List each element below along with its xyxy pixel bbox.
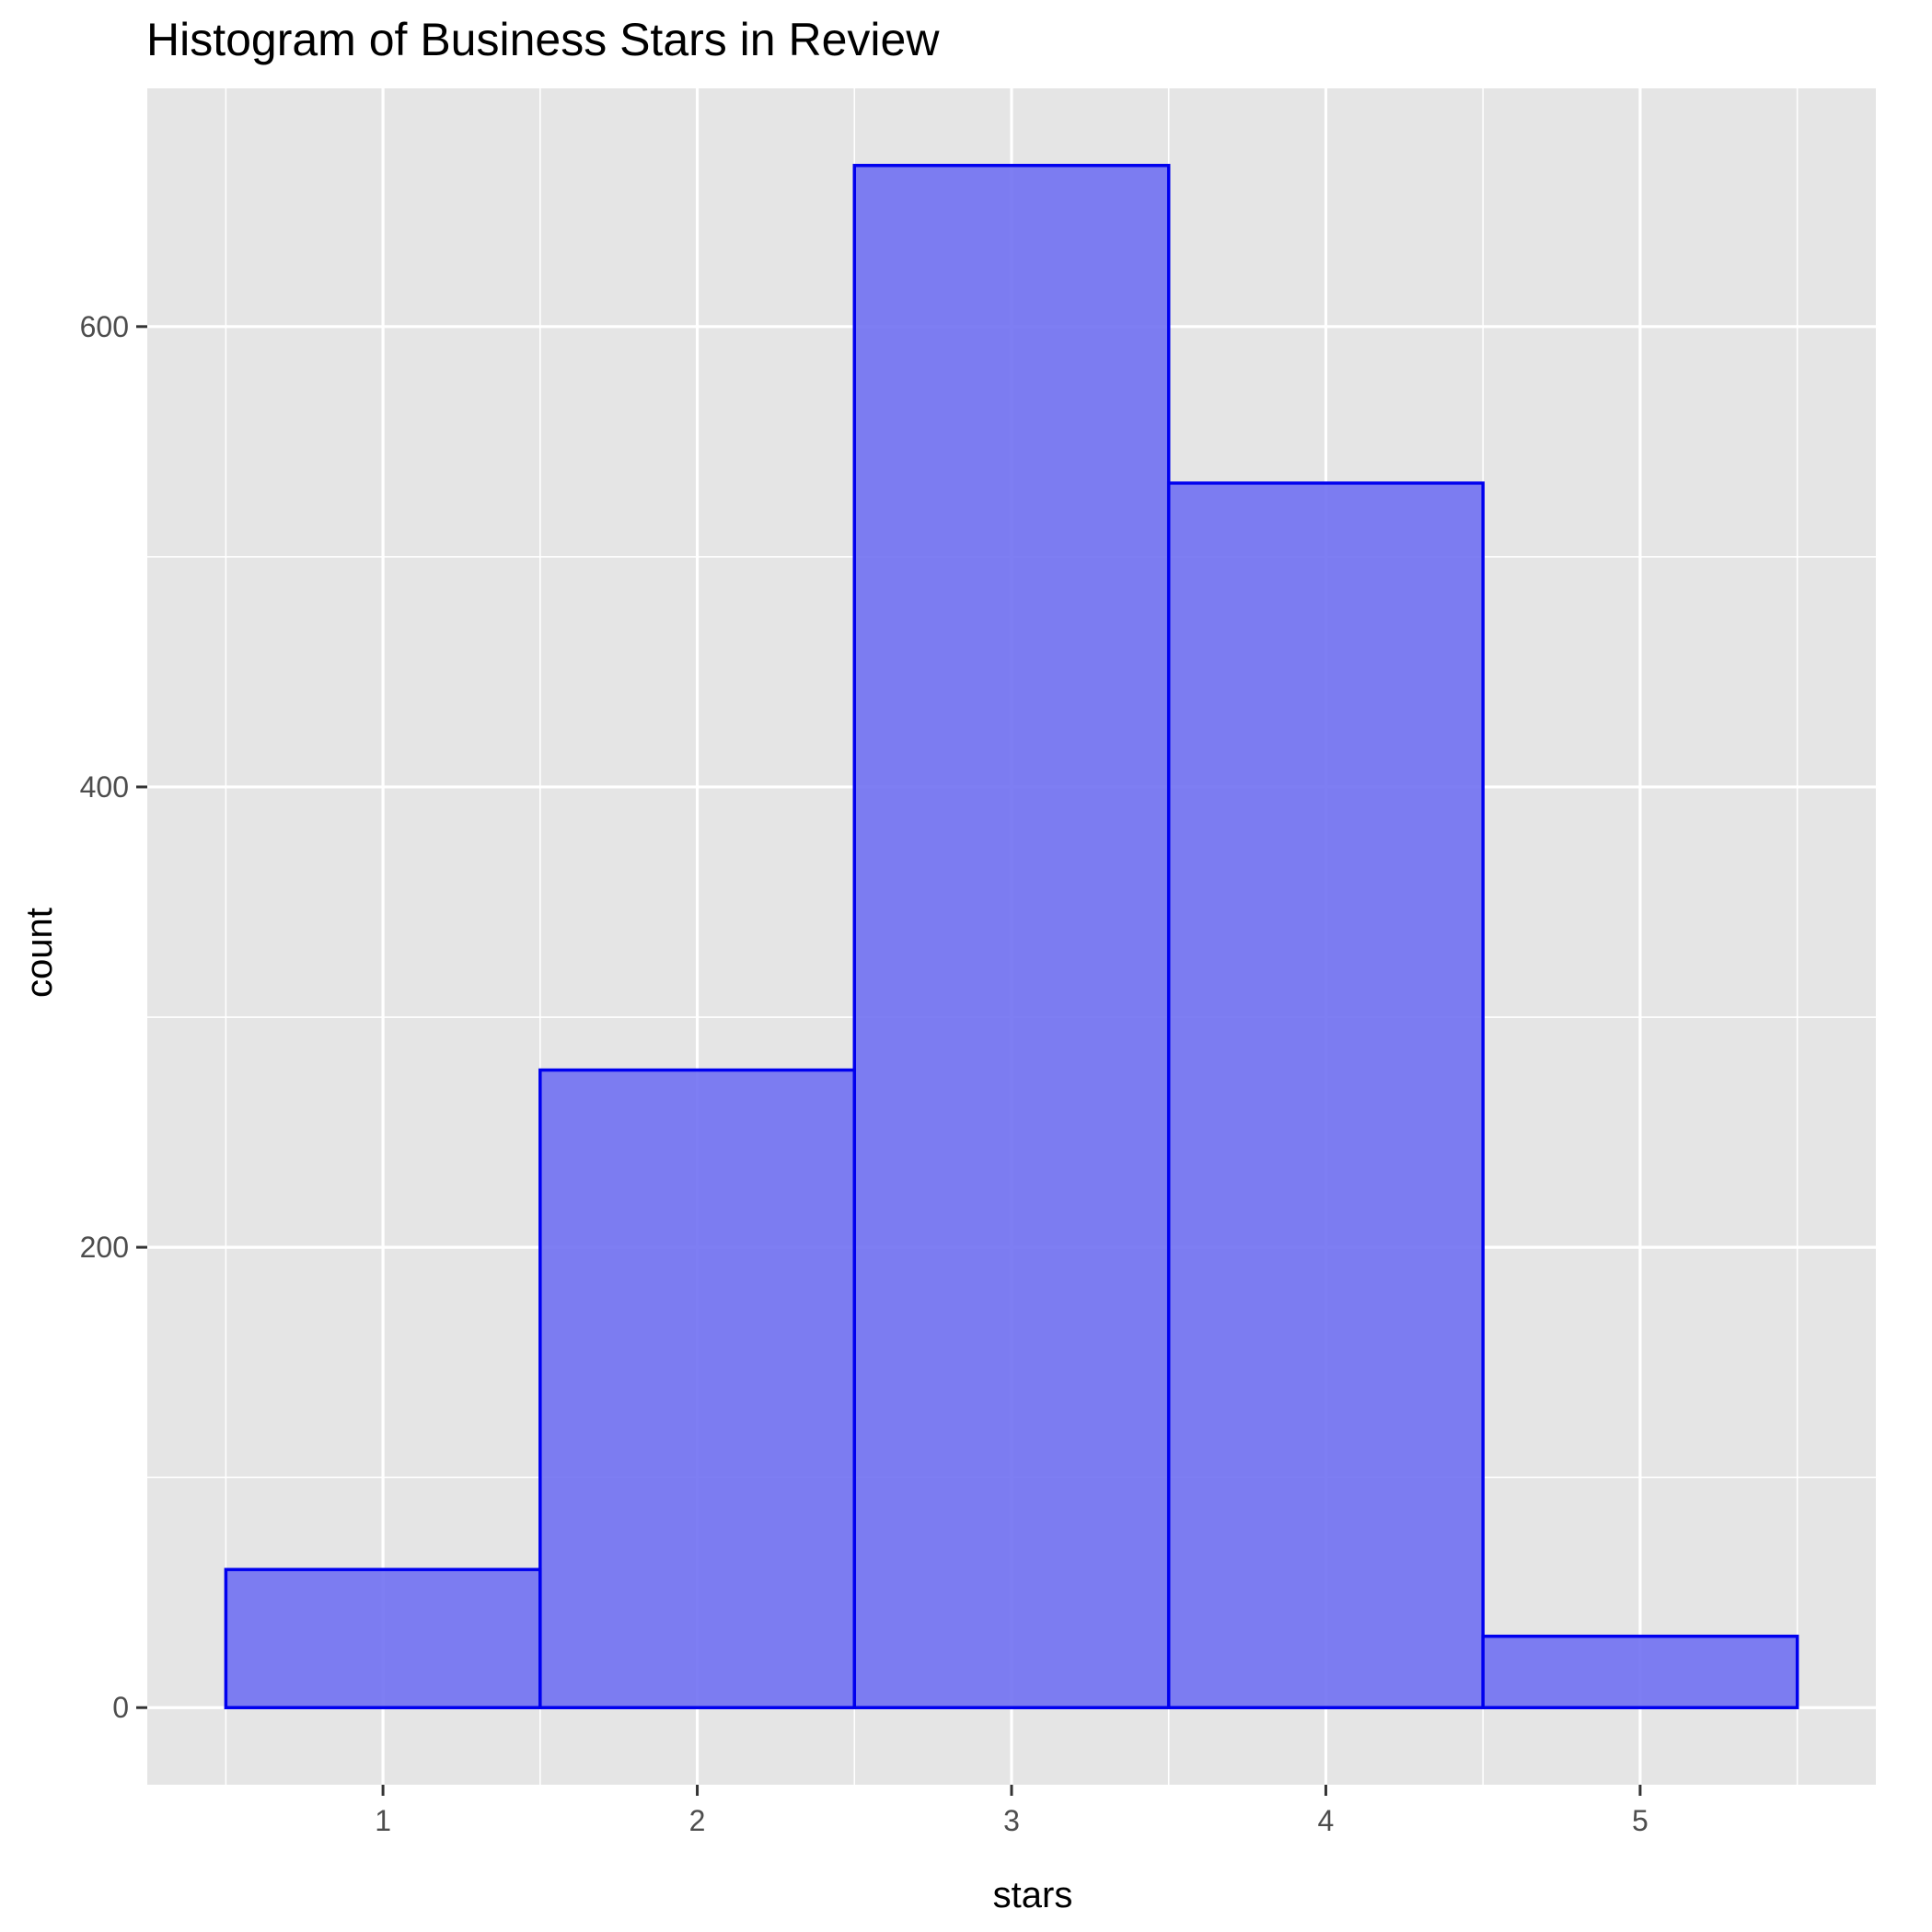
x-axis: 1 2 3 4 5	[375, 1785, 1649, 1837]
histogram-bar-2	[538, 1068, 857, 1709]
x-axis-title: stars	[993, 1875, 1073, 1915]
histogram-bar-4	[1166, 481, 1485, 1709]
y-tick-label: 0	[112, 1691, 129, 1724]
y-tick-label: 400	[80, 770, 129, 804]
y-tick-label: 200	[80, 1231, 129, 1264]
y-axis: 0 200 400 600	[80, 310, 147, 1724]
y-tick-label: 600	[80, 310, 129, 343]
x-tick-label: 1	[375, 1804, 391, 1837]
y-axis-title: count	[19, 908, 60, 998]
histogram-bar-1	[224, 1568, 542, 1709]
x-tick-label: 4	[1318, 1804, 1335, 1837]
histogram-bar-5	[1481, 1634, 1799, 1709]
histogram-bar-3	[852, 164, 1171, 1709]
x-tick-label: 2	[689, 1804, 706, 1837]
x-tick-label: 5	[1632, 1804, 1649, 1837]
x-tick-label: 3	[1003, 1804, 1020, 1837]
histogram-bars	[224, 164, 1799, 1709]
chart-title: Histogram of Business Stars in Review	[146, 14, 940, 65]
